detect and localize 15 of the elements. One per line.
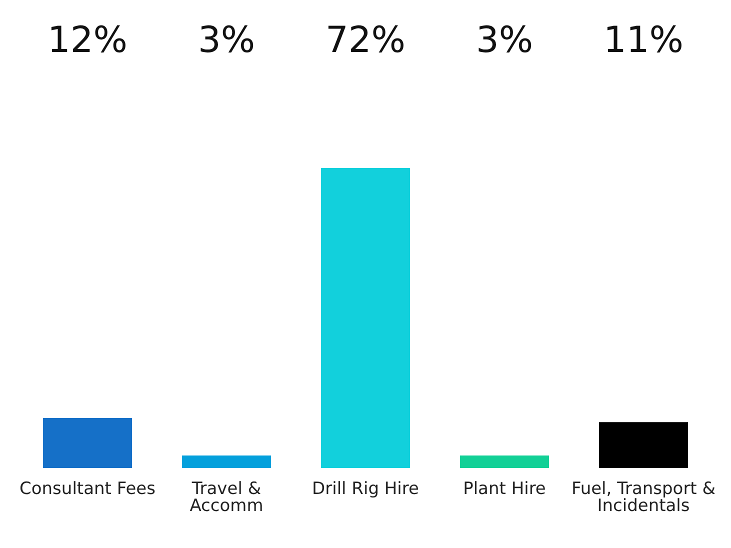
x-tick-label: Plant Hire — [463, 479, 546, 500]
x-tick-label: Drill Rig Hire — [312, 479, 419, 500]
bar — [599, 422, 688, 468]
bar — [321, 168, 410, 468]
x-tick-label: Travel & Accomm — [190, 479, 264, 516]
bar — [460, 456, 550, 468]
bar — [43, 418, 132, 468]
data-label: 72% — [326, 20, 406, 61]
data-label: 12% — [48, 20, 128, 61]
bar — [182, 456, 272, 468]
x-tick-label: Fuel, Transport & Incidentals — [571, 479, 716, 516]
data-label: 3% — [198, 20, 256, 61]
data-label: 3% — [476, 20, 534, 61]
data-label: 11% — [604, 20, 684, 61]
x-tick-label: Consultant Fees — [20, 479, 156, 500]
